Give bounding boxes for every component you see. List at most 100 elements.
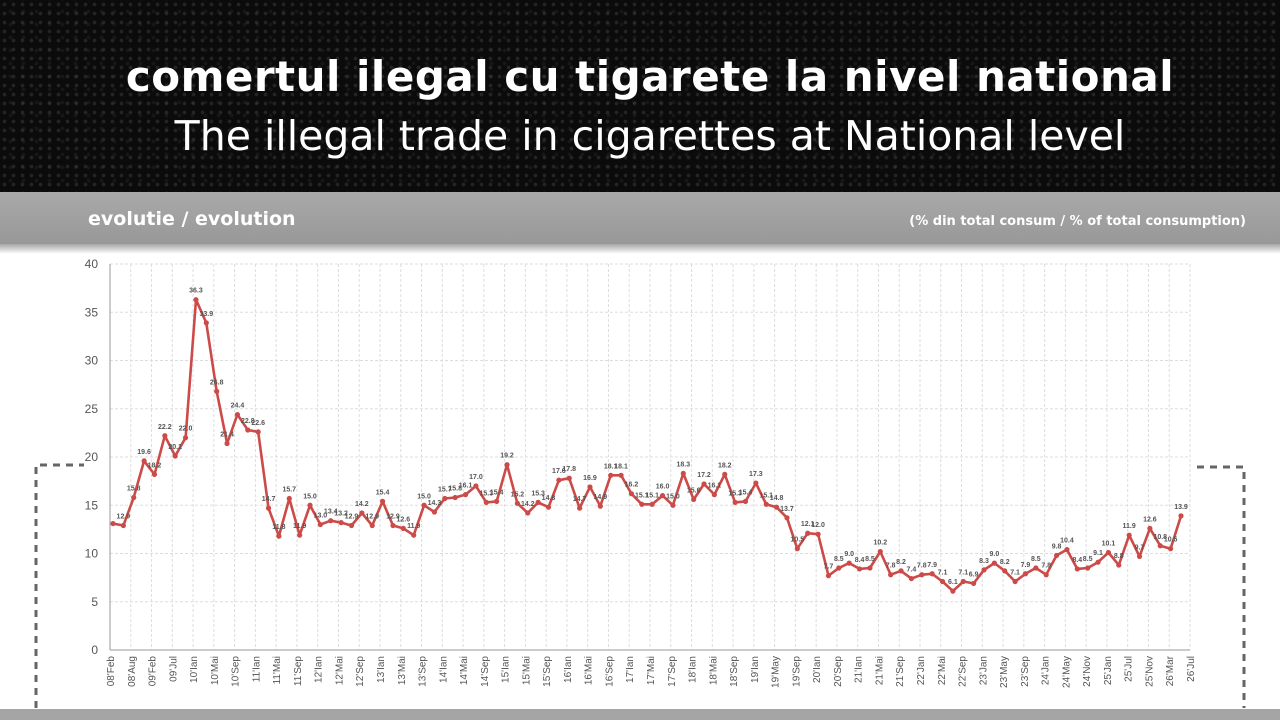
x-tick-label: 17'Ian	[625, 656, 636, 683]
data-label: 10.5	[791, 537, 805, 544]
data-label: 10.8	[1153, 534, 1167, 541]
data-point	[1033, 565, 1039, 571]
data-point	[722, 471, 728, 477]
data-point	[307, 502, 313, 508]
data-point	[535, 499, 541, 505]
data-point	[836, 565, 842, 571]
data-label: 36.3	[189, 288, 203, 295]
data-label: 33.9	[200, 311, 214, 318]
data-label: 15.8	[127, 486, 141, 493]
y-tick-label: 5	[91, 595, 98, 609]
data-label: 16.2	[625, 482, 639, 489]
data-label: 14.8	[770, 495, 784, 502]
data-point	[473, 483, 479, 489]
data-label: 8.5	[865, 556, 875, 563]
data-label: 16.1	[459, 483, 473, 490]
data-label: 12.1	[801, 521, 815, 528]
data-point	[442, 495, 448, 502]
x-tick-label: 21'Ian	[854, 656, 865, 683]
data-label: 17.3	[749, 471, 763, 478]
x-tick-label: 18'Mai	[708, 656, 719, 685]
data-label: 15.1	[645, 492, 659, 499]
data-point	[960, 578, 966, 585]
x-tick-label: 21'Sep	[895, 656, 906, 687]
data-point	[908, 575, 915, 582]
x-tick-label: 16'Ian	[563, 656, 574, 683]
x-tick-label: 24'May	[1061, 656, 1072, 688]
data-point	[1178, 513, 1184, 519]
x-tick-label: 18'Ian	[688, 656, 699, 683]
data-point	[379, 498, 386, 504]
data-point	[825, 573, 832, 579]
x-tick-label: 13'Sep	[418, 656, 429, 687]
series-line	[112, 298, 1183, 593]
data-point	[348, 522, 355, 529]
data-label: 13.2	[334, 511, 348, 518]
data-point	[566, 475, 572, 481]
x-tick-label: 20'Ian	[812, 656, 823, 683]
data-label: 19.6	[137, 449, 151, 456]
band-right-label: (% din total consum / % of total consump…	[909, 214, 1246, 229]
data-label: 17.0	[469, 474, 483, 481]
x-tick-label: 14'Mai	[459, 656, 470, 685]
data-label: 8.4	[1072, 557, 1082, 564]
x-tick-label: 26'Jul	[1186, 656, 1197, 682]
data-label: 9.7	[1135, 544, 1145, 551]
data-label: 7.1	[1010, 569, 1020, 576]
data-point	[929, 571, 935, 577]
x-tick-label: 22'Jan	[916, 656, 927, 685]
x-tick-label: 17'Mai	[646, 656, 657, 685]
data-label: 15.3	[531, 490, 545, 497]
data-point	[265, 505, 272, 511]
data-label: 7.9	[1021, 562, 1031, 569]
data-point	[328, 518, 334, 524]
data-label: 22.6	[251, 420, 265, 427]
data-point	[1168, 546, 1174, 552]
x-tick-label: 23'Jan	[978, 656, 989, 685]
data-label: 14.2	[355, 501, 369, 508]
data-point	[193, 297, 199, 303]
frame-dash-left	[34, 463, 84, 708]
data-point	[774, 504, 780, 510]
x-tick-label: 10'Sep	[231, 656, 242, 687]
x-tick-label: 16'Sep	[604, 656, 615, 687]
data-label: 14.9	[594, 494, 608, 501]
y-tick-label: 20	[85, 450, 99, 464]
data-label: 15.6	[687, 487, 701, 494]
data-point	[369, 522, 375, 529]
data-point	[245, 427, 251, 433]
data-label: 15.0	[417, 493, 431, 500]
data-label: 7.4	[907, 567, 917, 574]
data-label: 12.6	[397, 516, 411, 523]
data-point	[317, 521, 323, 528]
data-label: 8.2	[896, 559, 906, 566]
data-label: 21.4	[220, 431, 234, 438]
data-point	[556, 477, 562, 483]
data-point	[1002, 568, 1008, 574]
data-label: 14.7	[573, 496, 587, 503]
data-point	[462, 492, 469, 498]
data-point	[753, 480, 759, 486]
data-point	[742, 498, 749, 504]
subtitle-band	[0, 192, 1280, 244]
data-point	[639, 501, 645, 507]
x-tick-label: 18'Sep	[729, 656, 740, 687]
data-label: 14.2	[521, 501, 535, 508]
data-point	[411, 532, 417, 538]
x-tick-label: 12'Ian	[314, 656, 325, 683]
data-point	[120, 522, 126, 529]
footer-bar	[0, 709, 1280, 720]
y-tick-label: 30	[85, 354, 99, 368]
y-tick-label: 25	[85, 402, 99, 416]
data-label: 18.1	[614, 463, 628, 470]
x-tick-label: 11'Ian	[251, 656, 262, 682]
data-point	[919, 572, 925, 578]
band-shadow	[0, 244, 1280, 254]
data-point	[452, 494, 458, 501]
data-point	[659, 493, 666, 499]
data-point	[846, 560, 852, 566]
data-point	[670, 502, 676, 508]
data-label: 12.9	[117, 514, 131, 521]
data-label: 15.4	[376, 489, 390, 496]
data-label: 9.1	[1093, 550, 1103, 557]
